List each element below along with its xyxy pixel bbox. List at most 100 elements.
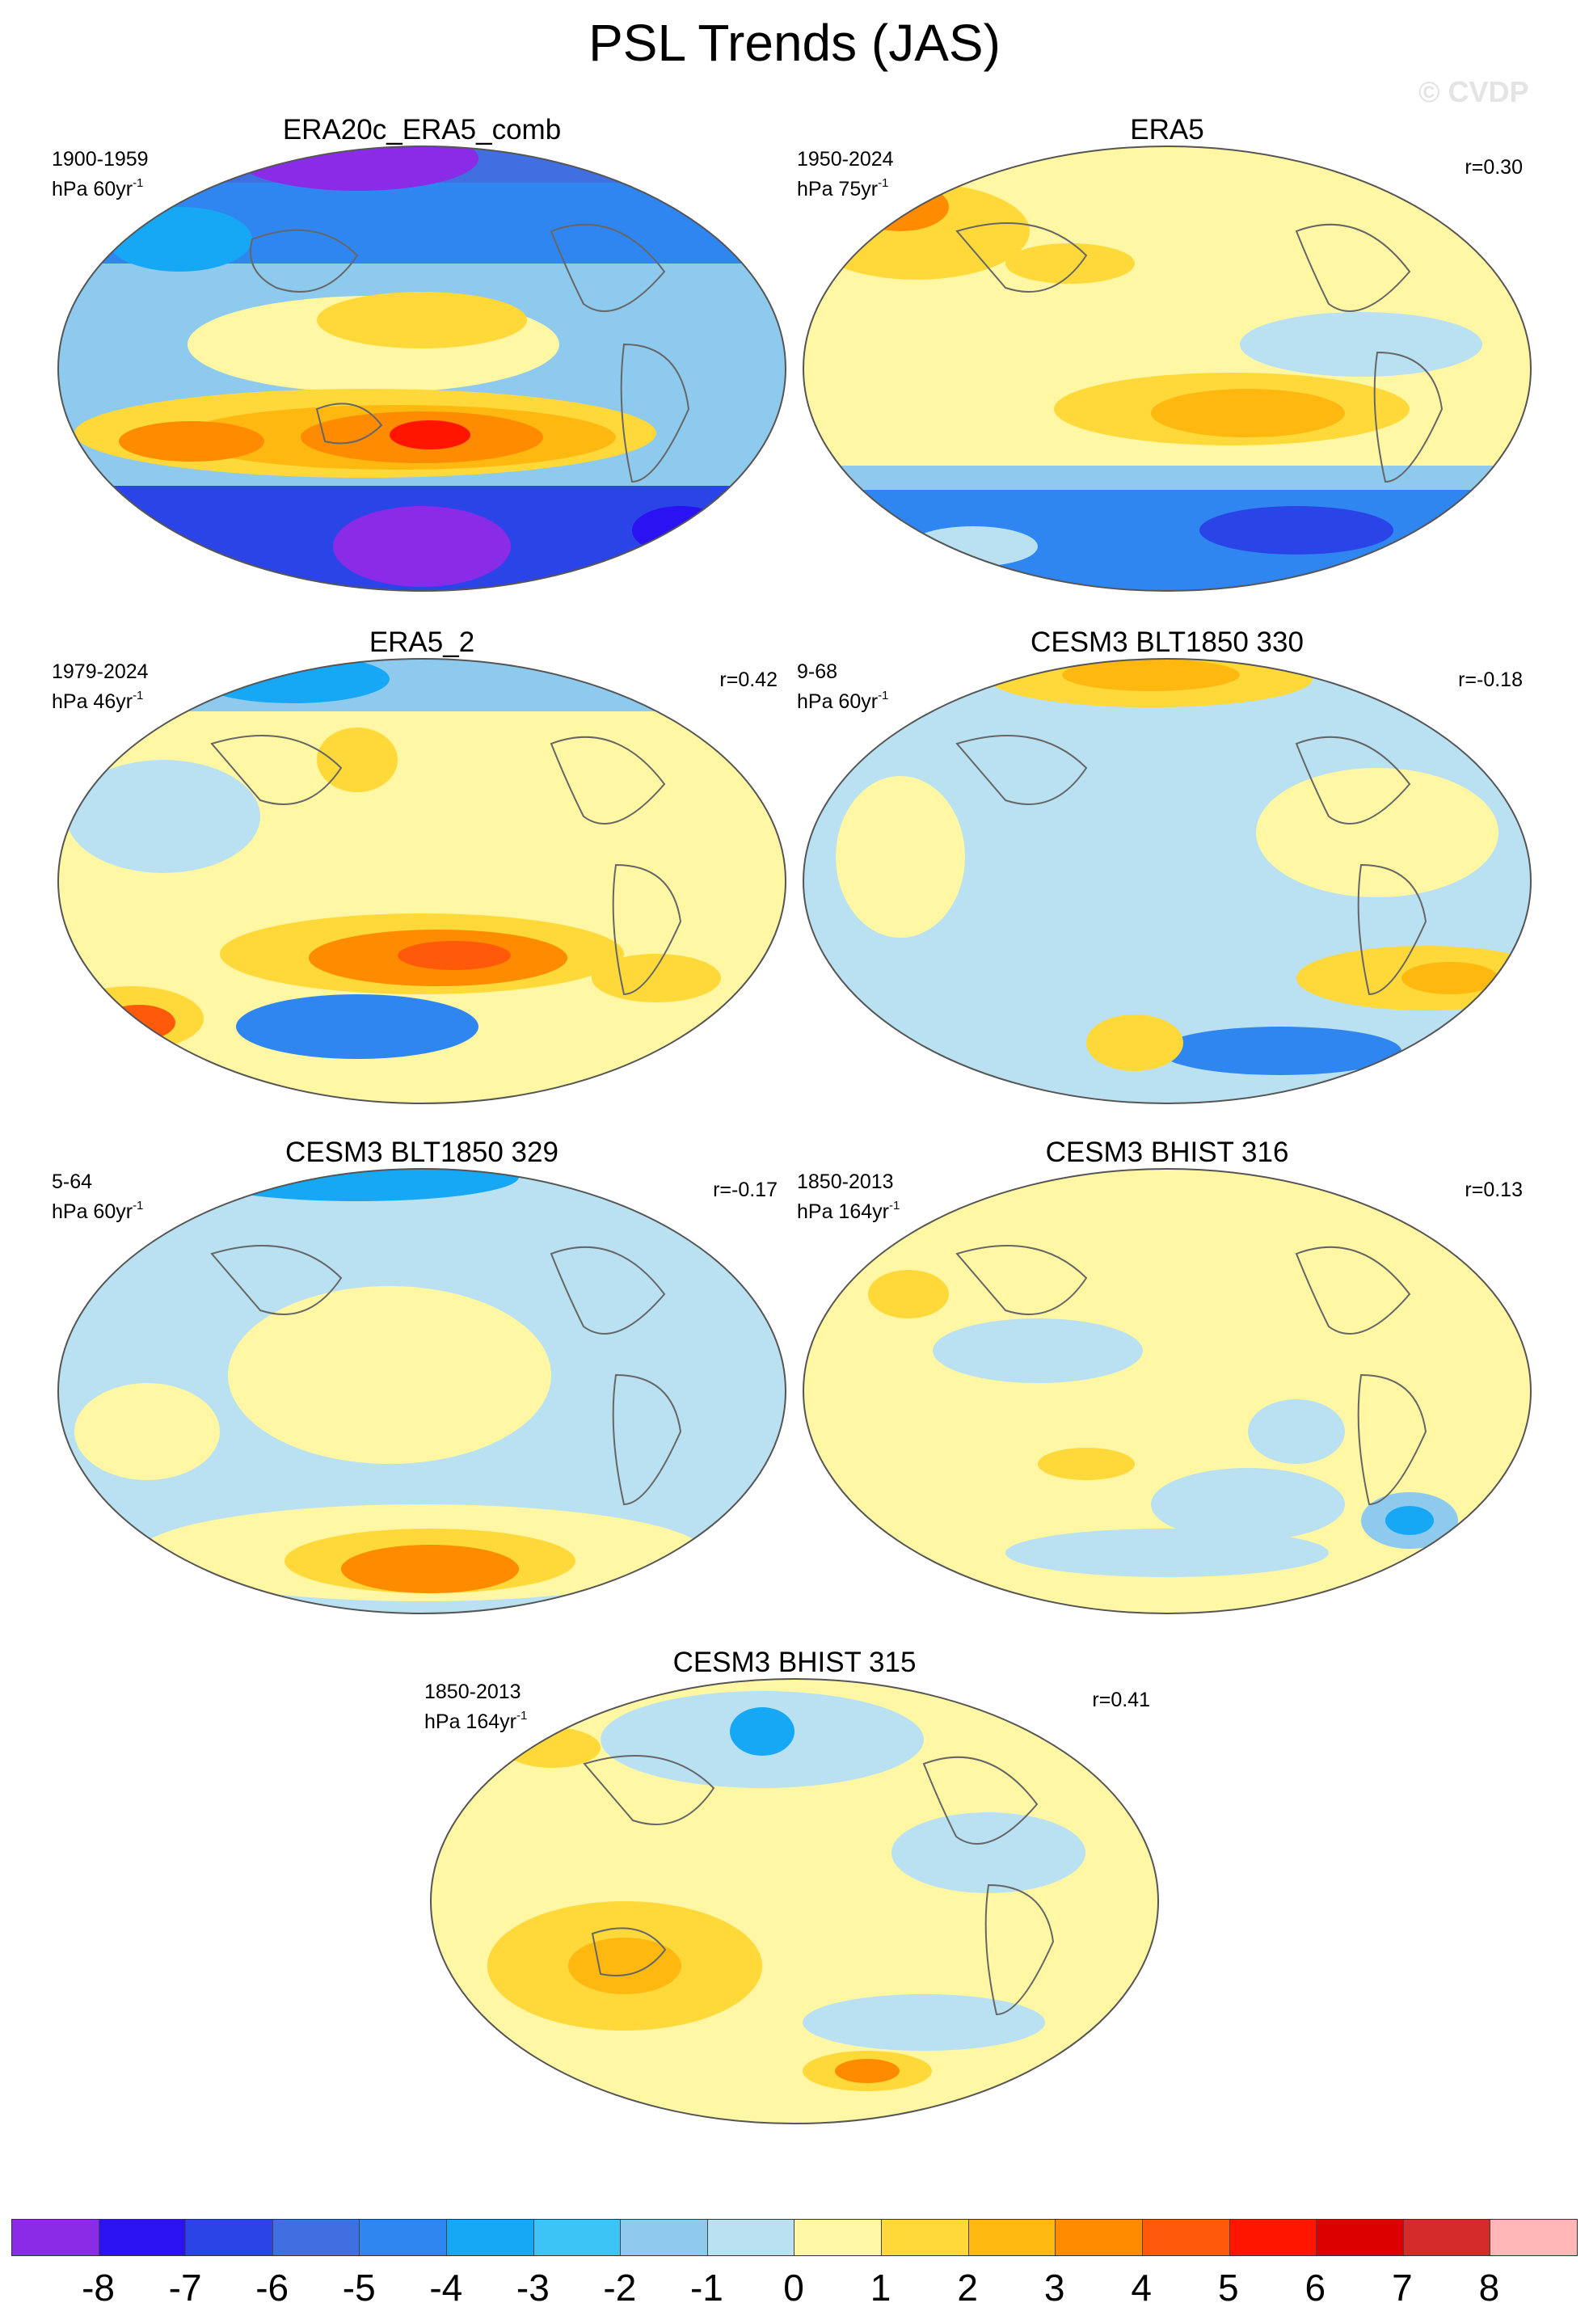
contour-band <box>1159 1027 1401 1075</box>
panel-correlation: r=0.41 <box>1092 1689 1150 1711</box>
cvdp-watermark: © CVDP <box>1418 75 1529 108</box>
panel-period: 9-68 <box>797 660 838 683</box>
robinson-map <box>803 146 1532 592</box>
panel-units: hPa 75yr-1 <box>797 176 889 200</box>
colorbar-swatch <box>1142 2220 1230 2255</box>
contour-band <box>836 776 965 938</box>
contour-band <box>317 728 398 792</box>
contour-band <box>1240 312 1482 377</box>
contour-band <box>504 1727 601 1768</box>
panel-correlation: r=0.30 <box>1465 156 1523 179</box>
contour-band <box>74 1383 220 1480</box>
colorbar-tick-label: -8 <box>82 2267 115 2309</box>
contour-band <box>908 526 1038 567</box>
contour-band <box>58 986 204 1051</box>
colorbar-swatch <box>1403 2220 1491 2255</box>
colorbar-swatch <box>272 2220 360 2255</box>
panel-title: CESM3 BLT1850 330 <box>1031 626 1304 658</box>
colorbar-tick-label: 1 <box>870 2267 891 2309</box>
contour-band <box>1199 506 1393 555</box>
panel-units: hPa 164yr-1 <box>424 1709 528 1733</box>
colorbar-tick-label: -6 <box>255 2267 289 2309</box>
coastline-outline <box>583 1755 1055 2016</box>
panel-correlation: r=-0.18 <box>1458 669 1523 691</box>
coastline-outline <box>955 735 1427 996</box>
contour-band <box>835 2059 900 2083</box>
colorbar-tick-label: -5 <box>342 2267 376 2309</box>
contour-band <box>236 994 478 1059</box>
panel-title: ERA5 <box>1130 114 1204 146</box>
coastline-outline <box>210 1245 682 1506</box>
colorbar-swatch <box>360 2220 448 2255</box>
colorbar-swatch <box>99 2220 187 2255</box>
panel-period: 1850-2013 <box>424 1681 521 1703</box>
contour-band <box>333 506 511 587</box>
contour-band <box>58 659 786 711</box>
contour-band <box>568 1938 681 1994</box>
colorbar-tick-label: -2 <box>603 2267 637 2309</box>
contour-band <box>632 506 729 555</box>
contour-band <box>1256 768 1498 897</box>
colorbar-swatch <box>1056 2220 1143 2255</box>
contour-band <box>119 421 264 462</box>
contour-band <box>317 292 527 348</box>
contour-band <box>1005 243 1135 284</box>
panel-title: CESM3 BLT1850 329 <box>285 1137 558 1168</box>
colorbar-tick-label: 4 <box>1131 2267 1153 2309</box>
coastline-outline <box>955 1245 1427 1506</box>
colorbar <box>11 2219 1578 2256</box>
contour-band <box>341 1545 519 1593</box>
coastline-outline <box>250 223 690 483</box>
colorbar-swatch <box>447 2220 534 2255</box>
colorbar-tick-label: 6 <box>1304 2267 1326 2309</box>
coastline-outline <box>210 735 682 996</box>
colorbar-tick-label: 7 <box>1392 2267 1413 2309</box>
panel-correlation: r=-0.17 <box>713 1179 778 1201</box>
robinson-map <box>57 146 786 592</box>
colorbar-swatch <box>1490 2220 1577 2255</box>
contour-band <box>933 1318 1143 1383</box>
panel-title: ERA20c_ERA5_comb <box>282 114 562 146</box>
contour-band <box>868 1270 949 1318</box>
contour-band <box>1151 1468 1345 1541</box>
colorbar-swatch <box>968 2220 1056 2255</box>
colorbar-tick-label: 0 <box>783 2267 804 2309</box>
contour-band <box>1086 1014 1183 1071</box>
colorbar-swatch <box>882 2220 969 2255</box>
map-panel-era20c-era5-comb: ERA20c_ERA5_comb 1900-1959 hPa 60yr-1 <box>50 113 794 598</box>
contour-band <box>592 954 721 1002</box>
contour-band <box>852 183 949 231</box>
colorbar-tick-label: 3 <box>1043 2267 1065 2309</box>
contour-band <box>236 146 478 191</box>
colorbar-tick-label: 2 <box>957 2267 978 2309</box>
coastline-outline <box>955 222 1444 483</box>
robinson-map <box>57 1168 786 1614</box>
colorbar-tick-label: -4 <box>429 2267 463 2309</box>
contour-band <box>107 207 252 272</box>
contour-band <box>103 1005 175 1040</box>
contour-band <box>196 1169 519 1201</box>
map-panel-cesm3-bhist-315: CESM3 BHIST 315 1850-2013 hPa 164yr-1 r=… <box>423 1646 1166 2131</box>
contour-band <box>1005 1529 1329 1577</box>
colorbar-tick-label: -3 <box>516 2267 550 2309</box>
map-panel-cesm3-bhist-316: CESM3 BHIST 316 1850-2013 hPa 164yr-1 r=… <box>795 1136 1539 1621</box>
robinson-map <box>803 1168 1532 1614</box>
contour-band <box>1151 389 1345 437</box>
panel-units: hPa 60yr-1 <box>797 689 889 713</box>
colorbar-swatch <box>794 2220 883 2255</box>
contour-band <box>1062 659 1240 691</box>
map-panel-cesm3-blt1850-330: CESM3 BLT1850 330 9-68 hPa 60yr-1 r=-0.1… <box>795 626 1539 1111</box>
panel-title: CESM3 BHIST 316 <box>1045 1137 1289 1168</box>
panel-period: 5-64 <box>52 1170 93 1193</box>
contour-band <box>398 941 511 970</box>
contour-band <box>1248 1399 1345 1464</box>
contour-band <box>803 490 1531 591</box>
colorbar-swatch <box>707 2220 795 2255</box>
contour-band <box>228 1286 551 1464</box>
robinson-map <box>803 658 1532 1104</box>
contour-band <box>66 760 260 873</box>
colorbar-swatch <box>1317 2220 1404 2255</box>
colorbar-tick-label: -1 <box>689 2267 723 2309</box>
map-panel-cesm3-blt1850-329: CESM3 BLT1850 329 5-64 hPa 60yr-1 r=-0.1… <box>50 1136 794 1621</box>
contour-band <box>730 1707 794 1756</box>
